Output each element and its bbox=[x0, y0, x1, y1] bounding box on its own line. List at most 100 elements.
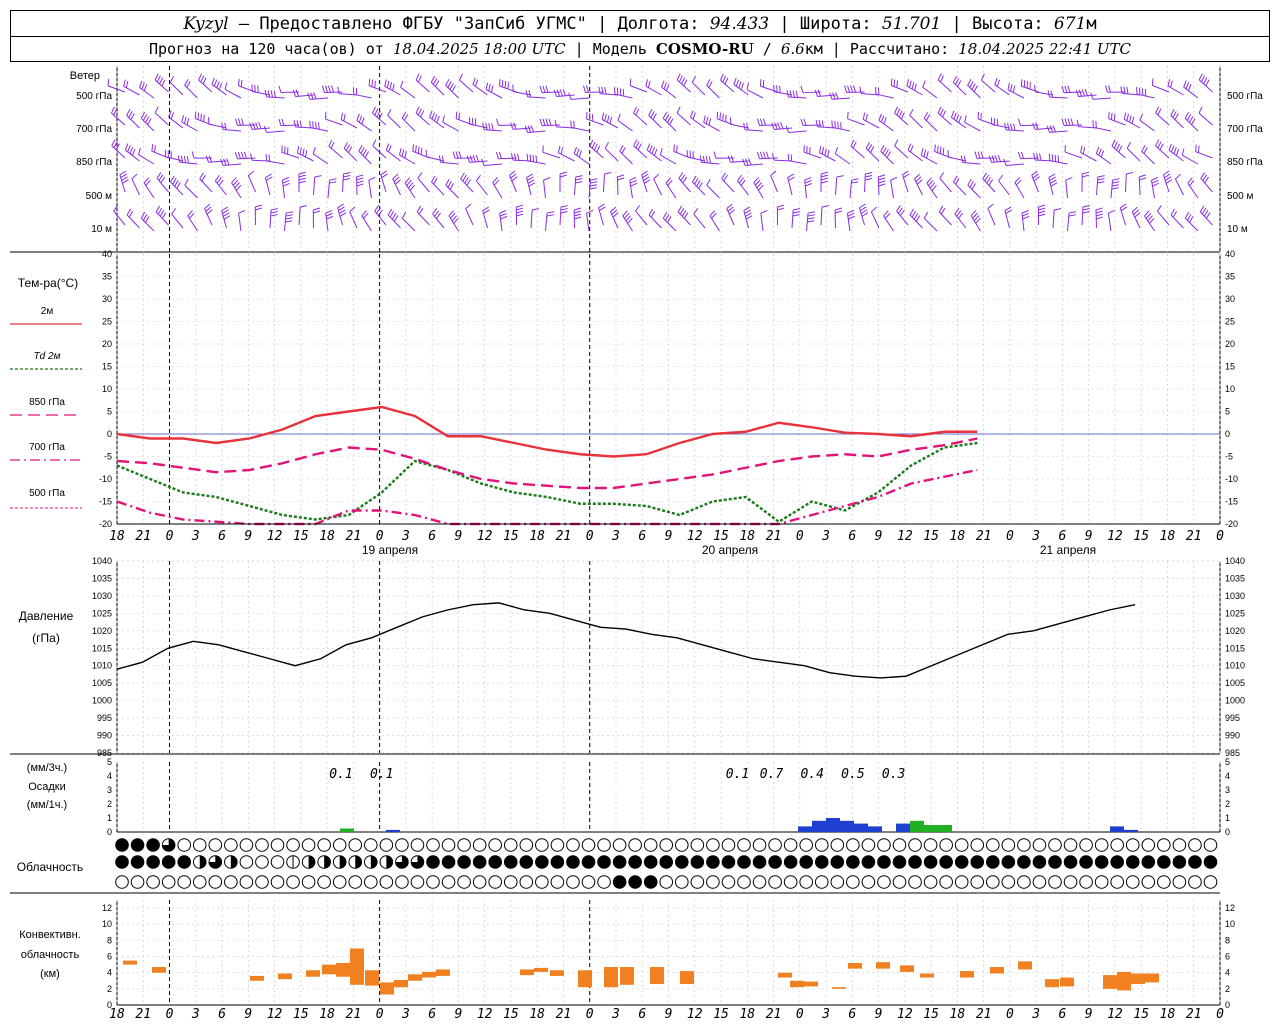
cloud-symbol bbox=[1141, 875, 1156, 889]
wind-barb-feather bbox=[859, 203, 866, 209]
wind-barb bbox=[327, 178, 337, 199]
cloud-symbol bbox=[877, 838, 891, 852]
cloud-circle bbox=[830, 875, 845, 889]
wind-barb-feather bbox=[363, 212, 369, 219]
wind-barb-feather bbox=[527, 176, 534, 181]
wind-barb-feather bbox=[466, 155, 471, 163]
wind-barb-feather bbox=[1181, 148, 1185, 156]
cloud-fill-full bbox=[457, 855, 471, 869]
hour-tick-label: 0 bbox=[376, 529, 384, 544]
wind-barb-feather bbox=[361, 210, 367, 217]
wind-barb-feather bbox=[788, 176, 795, 181]
cloud-circle bbox=[628, 838, 642, 852]
cloud-circle bbox=[1063, 875, 1078, 889]
wind-barb-feather bbox=[445, 178, 450, 186]
wind-barb-feather bbox=[570, 120, 572, 128]
cloud-symbol bbox=[923, 875, 938, 889]
wind-barb-feather bbox=[186, 81, 191, 88]
wind-barb-feather bbox=[942, 147, 945, 155]
pressure-tick-label: 1040 bbox=[92, 556, 112, 566]
wind-barb bbox=[733, 77, 749, 96]
wind-barb-feather bbox=[218, 82, 223, 90]
cloud-circle bbox=[535, 875, 549, 889]
wind-barb bbox=[524, 125, 546, 133]
wind-barb bbox=[814, 89, 836, 98]
wind-barb-feather bbox=[575, 178, 583, 181]
wind-barb bbox=[938, 205, 952, 226]
wind-barb bbox=[834, 207, 842, 229]
convective-tick-label: 4 bbox=[107, 968, 112, 978]
wind-barb-feather bbox=[238, 78, 240, 86]
cloud-symbol bbox=[939, 855, 953, 869]
wind-barb-feather bbox=[988, 155, 993, 163]
wind-barb-feather bbox=[586, 209, 594, 214]
wind-barb-feather bbox=[255, 122, 259, 130]
pressure-tick-label: 1000 bbox=[92, 696, 112, 706]
wind-barb-feather bbox=[1151, 176, 1159, 181]
wind-barb-feather bbox=[406, 179, 412, 186]
wind-barb-shaft bbox=[586, 213, 590, 232]
wind-barb-feather bbox=[1157, 108, 1162, 116]
hour-tick-label-bottom: 15 bbox=[1133, 1007, 1149, 1022]
wind-barb-feather bbox=[711, 212, 717, 219]
wind-barb-feather bbox=[942, 110, 947, 118]
wind-barb-feather bbox=[867, 144, 873, 151]
wind-barb bbox=[934, 144, 952, 159]
wind-barb bbox=[126, 208, 140, 229]
wind-barb bbox=[598, 203, 606, 226]
wind-barb-feather bbox=[475, 154, 479, 162]
wind-barb-feather bbox=[394, 179, 401, 185]
wind-barb-feather bbox=[969, 181, 974, 188]
cloud-fill-full bbox=[115, 855, 129, 869]
cloud-symbol bbox=[939, 875, 953, 889]
hour-tick-label-bottom: 3 bbox=[1031, 1007, 1040, 1022]
legend-500-label: 500 гПа bbox=[29, 488, 65, 499]
wind-barb-feather bbox=[431, 175, 436, 183]
wind-barb-feather bbox=[890, 78, 893, 86]
wind-barb-feather bbox=[340, 112, 344, 120]
wind-barb bbox=[693, 207, 706, 229]
wind-barb bbox=[238, 78, 256, 93]
wind-barb-feather bbox=[807, 217, 815, 220]
wind-barb-feather bbox=[952, 75, 958, 83]
cloud-symbol bbox=[379, 855, 394, 869]
wind-barb-feather bbox=[194, 111, 197, 119]
wind-barb-feather bbox=[779, 85, 781, 93]
wind-barb-feather bbox=[513, 153, 517, 161]
cloud-symbol bbox=[161, 838, 176, 852]
wind-barb-feather bbox=[606, 115, 610, 123]
wind-barb bbox=[629, 78, 648, 93]
wind-barb bbox=[184, 79, 198, 99]
temp-series-t700 bbox=[116, 468, 978, 526]
wind-barb-feather bbox=[963, 155, 967, 163]
wind-barb-feather bbox=[1133, 209, 1140, 215]
cloud-circle bbox=[224, 838, 238, 852]
wind-barb-feather bbox=[923, 211, 929, 219]
cloud-symbol bbox=[286, 875, 300, 889]
wind-barb-feather bbox=[835, 92, 839, 100]
cloud-symbol bbox=[410, 875, 425, 889]
cloud-symbol bbox=[1017, 855, 1031, 869]
wind-barb-feather bbox=[562, 89, 566, 96]
wind-barb-feather bbox=[1095, 207, 1103, 211]
wind-barb-feather bbox=[360, 147, 365, 154]
wind-barb-feather bbox=[756, 182, 763, 189]
wind-barb-feather bbox=[1035, 122, 1039, 130]
precip-units-1h: (мм/1ч.) bbox=[27, 799, 67, 811]
cloud-symbol bbox=[239, 855, 254, 869]
calc-label: Рассчитано: bbox=[849, 40, 950, 58]
cloud-circle bbox=[908, 875, 922, 889]
wind-barb-feather bbox=[295, 89, 300, 97]
wind-barb bbox=[661, 80, 677, 99]
wind-barb bbox=[890, 176, 898, 199]
wind-barb-feather bbox=[147, 118, 152, 125]
wind-barb bbox=[964, 115, 981, 132]
precip-amount-label: 0.1 bbox=[370, 767, 393, 782]
wind-barb-feather bbox=[313, 207, 321, 211]
wind-barb bbox=[1138, 174, 1147, 196]
wind-barb-feather bbox=[815, 119, 819, 127]
wind-barb-feather bbox=[601, 112, 605, 120]
wind-barb bbox=[589, 139, 604, 159]
wind-barb-feather bbox=[235, 118, 238, 126]
cloud-circle bbox=[224, 875, 238, 889]
